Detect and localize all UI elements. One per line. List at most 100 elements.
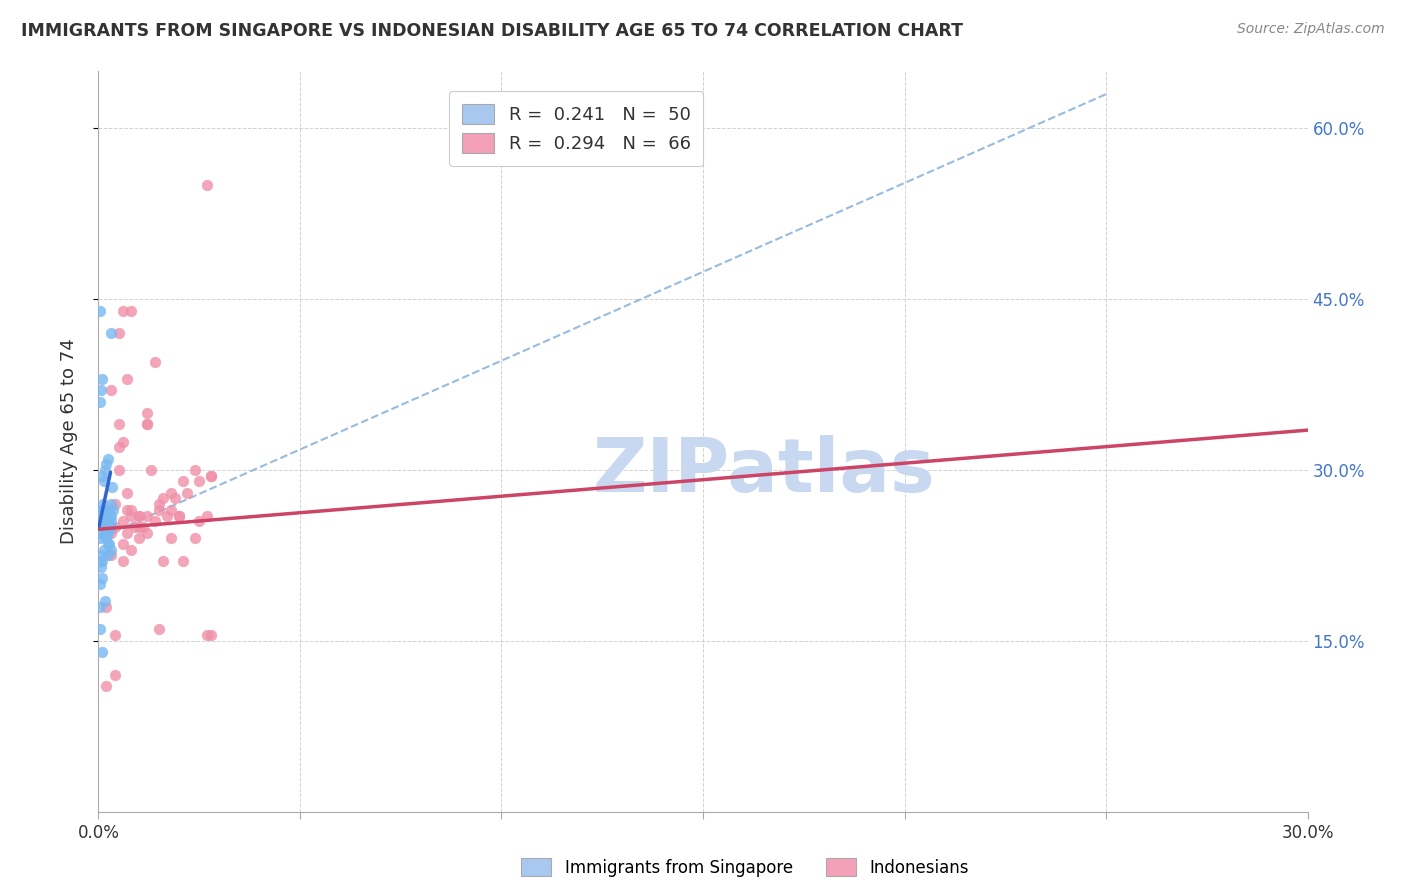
Point [94, 508, 117, 523]
Point [100, 326, 122, 341]
Point [107, 440, 129, 454]
Point [160, 532, 183, 546]
Point [91, 525, 114, 540]
Point [97, 525, 120, 540]
Point [111, 303, 134, 318]
Point [152, 491, 174, 506]
Point [90, 372, 112, 386]
Point [120, 542, 142, 557]
Point [94, 463, 117, 477]
Point [93, 503, 115, 517]
Point [94, 525, 117, 540]
Point [97, 514, 120, 528]
Point [90, 645, 112, 659]
Point [156, 508, 179, 523]
Point [96, 503, 118, 517]
Point [96, 458, 118, 472]
Point [97, 537, 120, 551]
Point [128, 532, 150, 546]
Point [93, 508, 115, 523]
Point [195, 178, 218, 193]
Point [91, 549, 114, 563]
Point [100, 520, 122, 534]
Point [111, 434, 134, 449]
Point [93, 475, 115, 489]
Point [101, 480, 124, 494]
Point [94, 594, 117, 608]
Point [172, 554, 194, 568]
Point [96, 680, 118, 694]
Point [163, 491, 186, 506]
Point [111, 514, 134, 528]
Point [135, 525, 157, 540]
Point [100, 549, 122, 563]
Point [91, 571, 114, 585]
Point [184, 532, 207, 546]
Point [90, 503, 112, 517]
Point [115, 372, 138, 386]
Point [100, 384, 122, 398]
Point [91, 468, 114, 483]
Point [89, 303, 111, 318]
Legend: R =  0.241   N =  50, R =  0.294   N =  66: R = 0.241 N = 50, R = 0.294 N = 66 [449, 92, 703, 166]
Legend: Immigrants from Singapore, Indonesians: Immigrants from Singapore, Indonesians [515, 852, 976, 883]
Point [160, 503, 183, 517]
Point [91, 497, 114, 511]
Point [120, 508, 142, 523]
Point [100, 508, 122, 523]
Point [160, 485, 183, 500]
Point [184, 463, 207, 477]
Point [148, 623, 170, 637]
Point [100, 542, 122, 557]
Point [120, 303, 142, 318]
Point [96, 599, 118, 614]
Point [148, 497, 170, 511]
Point [90, 514, 112, 528]
Point [135, 508, 157, 523]
Point [188, 475, 211, 489]
Point [93, 542, 115, 557]
Point [148, 503, 170, 517]
Point [91, 520, 114, 534]
Point [111, 554, 134, 568]
Point [100, 514, 122, 528]
Point [172, 475, 194, 489]
Point [200, 628, 222, 642]
Point [167, 508, 190, 523]
Point [128, 508, 150, 523]
Point [96, 508, 118, 523]
Point [115, 525, 138, 540]
Point [143, 514, 166, 528]
Point [103, 668, 125, 682]
Point [152, 554, 174, 568]
Point [97, 549, 120, 563]
Point [139, 463, 162, 477]
Point [200, 468, 222, 483]
Point [124, 520, 146, 534]
Point [195, 508, 218, 523]
Point [107, 463, 129, 477]
Point [167, 508, 190, 523]
Point [200, 468, 222, 483]
Point [89, 599, 111, 614]
Point [96, 503, 118, 517]
Point [115, 485, 138, 500]
Point [90, 559, 112, 574]
Point [128, 508, 150, 523]
Point [176, 485, 198, 500]
Point [97, 451, 120, 466]
Point [101, 503, 124, 517]
Point [135, 406, 157, 420]
Point [89, 577, 111, 591]
Point [132, 520, 155, 534]
Point [96, 532, 118, 546]
Point [103, 497, 125, 511]
Point [111, 537, 134, 551]
Y-axis label: Disability Age 65 to 74: Disability Age 65 to 74 [59, 339, 77, 544]
Point [143, 355, 166, 369]
Point [91, 503, 114, 517]
Point [89, 554, 111, 568]
Point [96, 520, 118, 534]
Point [135, 417, 157, 432]
Point [89, 394, 111, 409]
